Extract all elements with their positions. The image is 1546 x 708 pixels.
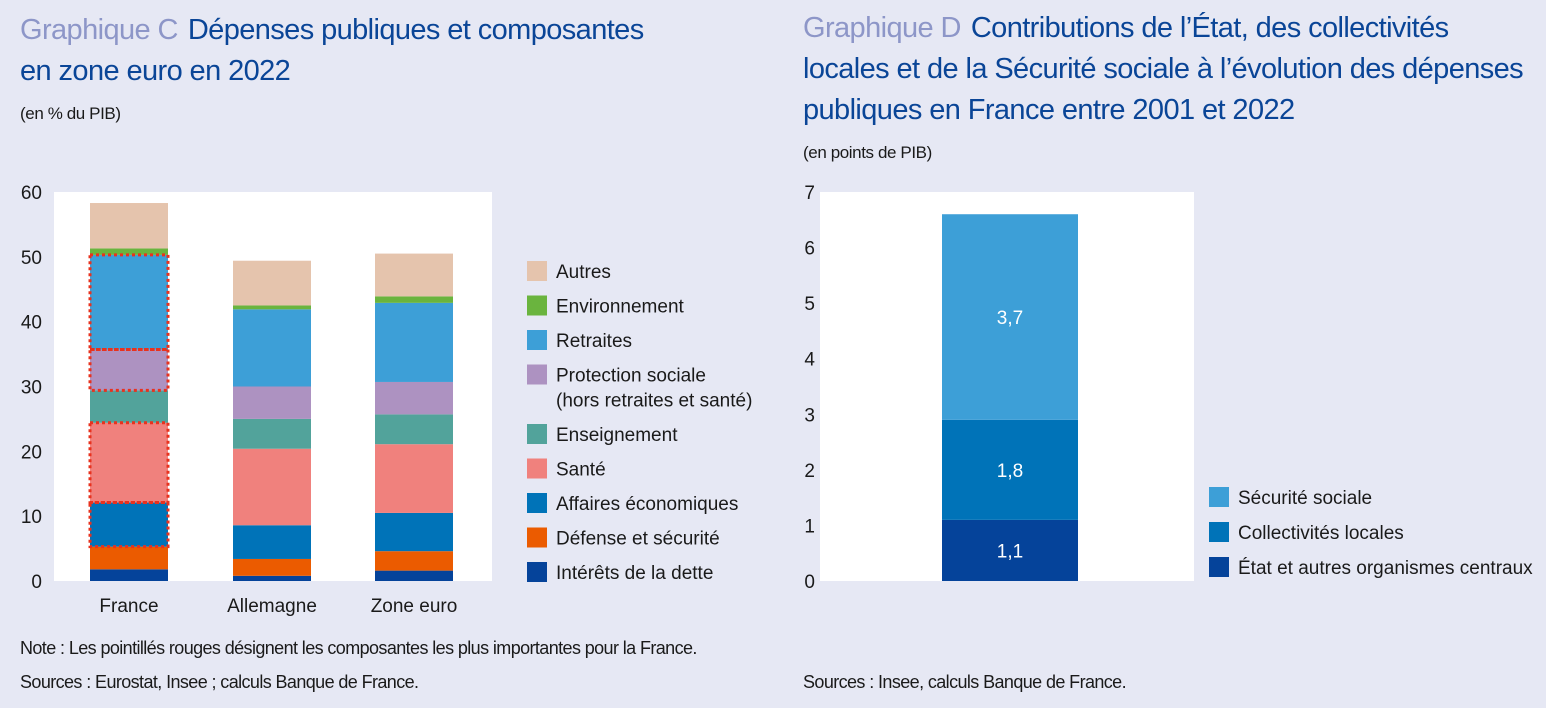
bar-segment [233, 525, 311, 559]
bar-segment [942, 519, 1078, 581]
legend-swatch [1209, 557, 1229, 577]
bar-segment [90, 422, 168, 503]
y-tick-label: 6 [804, 239, 815, 260]
legend-label: Défense et sécurité [556, 529, 720, 550]
bar-segment [90, 254, 168, 350]
legend-swatch [527, 458, 547, 479]
y-tick-label: 60 [21, 183, 42, 204]
data-label: 3,7 [997, 308, 1023, 329]
legend-label: Protection sociale [556, 366, 706, 387]
chart-c-sources: Sources : Eurostat, Insee ; calculs Banq… [20, 672, 419, 692]
bar-segment [233, 260, 311, 306]
bar-segment [375, 414, 453, 445]
bar-segment [233, 418, 311, 449]
highlight-box [88, 253, 170, 352]
bar-segment [233, 386, 311, 419]
bar-segment [90, 569, 168, 581]
chart-d-title-line3: publiques en France entre 2001 et 2022 [803, 94, 1295, 126]
bar-segment [90, 546, 168, 570]
chart-c-title-line1: Dépenses publiques et composantes [187, 14, 644, 46]
legend-label: Santé [556, 460, 606, 481]
bar-segment [233, 575, 311, 581]
y-tick-label: 2 [804, 461, 815, 482]
bar-segment [233, 309, 311, 387]
bar-segment [90, 203, 168, 249]
legend-swatch [527, 330, 547, 350]
y-tick-label: 4 [804, 350, 815, 371]
chart-d-title: Graphique D Contributions de l’État, des … [803, 8, 1524, 131]
bar-segment [942, 419, 1078, 520]
legend-swatch [527, 261, 547, 281]
y-tick-label: 20 [21, 442, 42, 463]
y-tick-label: 0 [804, 572, 815, 593]
bar-segment [942, 214, 1078, 420]
chart-d-title-line2: locales et de la Sécurité sociale à l’év… [803, 53, 1524, 85]
bar-segment [375, 253, 453, 297]
data-label: 1,1 [997, 541, 1023, 562]
bar-segment [233, 305, 311, 310]
legend-swatch [527, 295, 547, 316]
bar-segment [375, 302, 453, 382]
bar-segment [233, 558, 311, 576]
bar-segment [90, 349, 168, 391]
chart-c-unit: (en % du PIB) [20, 104, 121, 123]
chart-d-unit: (en points de PIB) [803, 143, 932, 162]
bar-segment [375, 381, 453, 415]
bar-segment [375, 296, 453, 303]
bar-segment [90, 502, 168, 547]
legend-swatch [527, 527, 547, 548]
category-label: Zone euro [371, 596, 458, 617]
bar-segment [90, 248, 168, 255]
y-tick-label: 30 [21, 378, 42, 399]
y-tick-label: 7 [804, 183, 815, 204]
legend-label: Sécurité sociale [1238, 488, 1372, 509]
legend-swatch [527, 493, 547, 513]
legend-label: Environnement [556, 297, 685, 318]
y-tick-label: 5 [804, 294, 815, 315]
bar-segment [375, 512, 453, 552]
category-label: France [99, 596, 158, 617]
legend-label: Intérêts de la dette [556, 563, 713, 584]
y-tick-label: 40 [21, 313, 42, 334]
bar-segment [233, 448, 311, 526]
bar-segment [90, 390, 168, 423]
chart-d-sources: Sources : Insee, calculs Banque de Franc… [803, 672, 1127, 692]
legend-swatch [1209, 487, 1229, 507]
y-tick-label: 10 [21, 507, 42, 528]
chart-c-title: Graphique C Dépenses publiques et composa… [20, 10, 644, 92]
legend-label: Retraites [556, 331, 632, 352]
chart-c-note: Note : Les pointillés rouges désignent l… [20, 638, 697, 658]
y-tick-label: 0 [31, 572, 42, 593]
legend-label: Autres [556, 262, 611, 283]
highlight-box [88, 421, 170, 505]
bar-segment [375, 444, 453, 513]
y-tick-label: 3 [804, 405, 815, 426]
legend-label: Enseignement [556, 425, 678, 446]
chart-c-title-line2: en zone euro en 2022 [20, 55, 291, 87]
legend-swatch [527, 424, 547, 444]
data-label: 1,8 [997, 461, 1023, 482]
bar-segment [375, 551, 453, 571]
legend-swatch [527, 364, 547, 385]
category-label: Allemagne [227, 596, 317, 617]
legend-swatch [1209, 522, 1229, 542]
highlight-box [88, 501, 170, 549]
legend-label: Collectivités locales [1238, 523, 1404, 544]
legend-label-line2: (hors retraites et santé) [556, 391, 752, 412]
y-tick-label: 1 [804, 516, 815, 537]
legend-label: État et autres organismes centraux [1238, 558, 1533, 579]
bar-segment [375, 570, 453, 581]
chart-c-label: Graphique C [20, 14, 178, 46]
y-tick-label: 50 [21, 248, 42, 269]
chart-d-label: Graphique D [803, 12, 961, 44]
legend-label: Affaires économiques [556, 494, 738, 515]
chart-d-title-line1: Contributions de l’État, des collectivit… [970, 12, 1449, 44]
legend-swatch [527, 562, 547, 582]
